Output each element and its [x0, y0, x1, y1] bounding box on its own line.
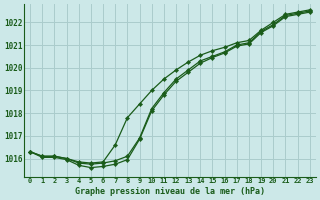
X-axis label: Graphe pression niveau de la mer (hPa): Graphe pression niveau de la mer (hPa)	[75, 187, 265, 196]
